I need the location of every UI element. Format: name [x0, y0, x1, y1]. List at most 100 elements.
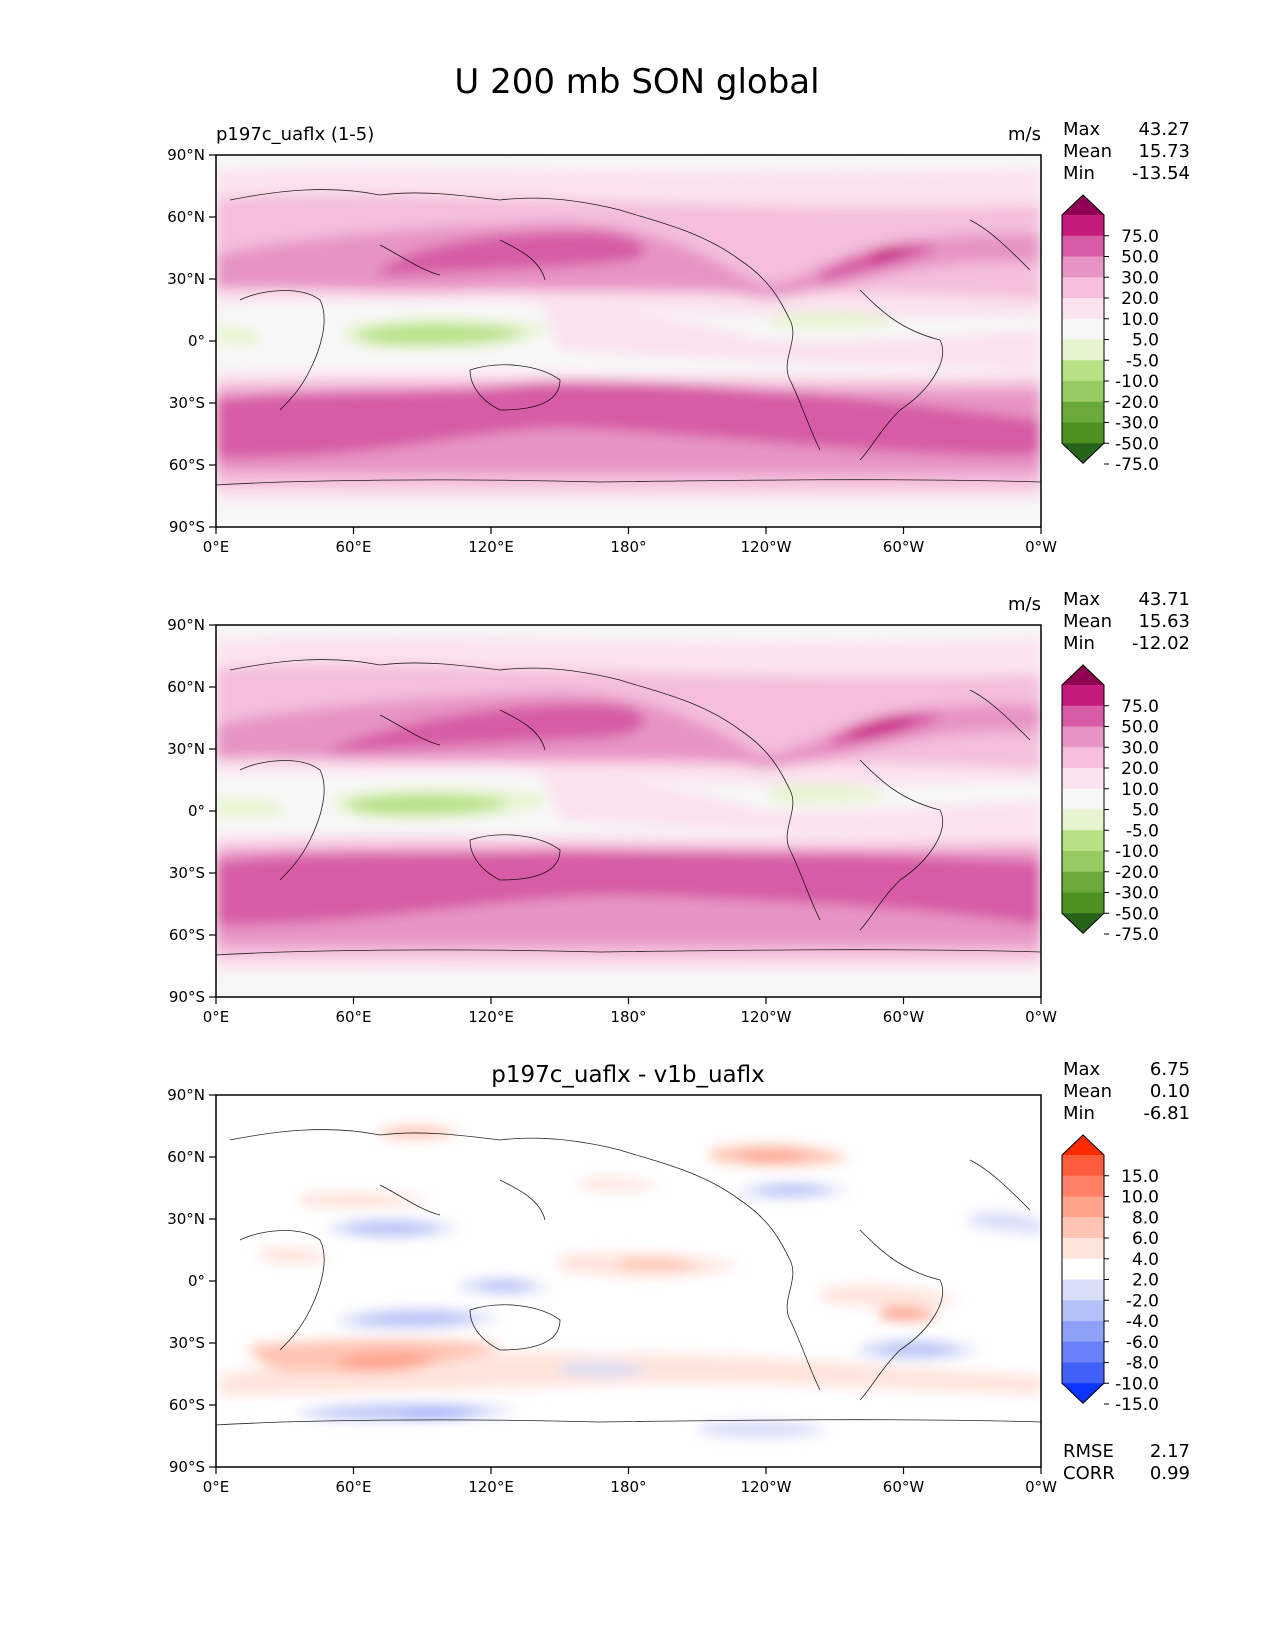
- stats-2: Max 43.71 Mean 15.63 Min -12.02: [1063, 589, 1190, 654]
- colorbar-label: -10.0: [1115, 372, 1159, 392]
- x-tick-label: 60°E: [335, 1008, 371, 1026]
- coastlines-2: [216, 659, 1041, 956]
- footer-stat-value: 0.99: [1150, 1463, 1190, 1484]
- panel-left-title-1: p197c_uaflx (1-5): [216, 124, 374, 145]
- colorbar-segment: [1062, 1341, 1104, 1363]
- stat-value: 43.27: [1138, 119, 1190, 140]
- units-label-1: m/s: [1008, 124, 1041, 145]
- colorbar-label: 30.0: [1121, 268, 1159, 288]
- x-axis-1: 0°E 60°E 120°E 180° 120°W 60°W 0°W: [203, 527, 1057, 556]
- colorbar-segment: [1062, 1155, 1104, 1177]
- map-field-1: [216, 155, 1041, 527]
- colorbar-segment: [1062, 705, 1104, 727]
- stat-label: Max: [1063, 589, 1101, 610]
- footer-stats-3: RMSE 2.17 CORR 0.99: [1063, 1441, 1190, 1484]
- colorbar-label: -30.0: [1115, 884, 1159, 904]
- colorbar-segment: [1062, 685, 1104, 707]
- x-tick-label: 0°W: [1025, 1478, 1057, 1496]
- colorbar-segment: [1062, 851, 1104, 873]
- footer-stat-value: 2.17: [1150, 1441, 1190, 1462]
- colorbar-segment: [1062, 1175, 1104, 1197]
- colorbar-label: -15.0: [1115, 1395, 1159, 1415]
- colorbar-segment: [1062, 1217, 1104, 1239]
- colorbar-label: 20.0: [1121, 759, 1159, 779]
- coastlines-1: [216, 189, 1041, 486]
- colorbar-segment: [1062, 1321, 1104, 1343]
- colorbar-segment: [1062, 277, 1104, 299]
- colorbar-label: -50.0: [1115, 434, 1159, 454]
- stat-value: 15.63: [1138, 611, 1190, 632]
- y-tick-label: 90°N: [167, 146, 205, 164]
- colorbar-label: -4.0: [1126, 1312, 1159, 1332]
- x-tick-label: 180°: [610, 1478, 646, 1496]
- colorbar-label: -2.0: [1126, 1291, 1159, 1311]
- colorbar-segment: [1062, 1238, 1104, 1260]
- colorbar-segment: [1062, 381, 1104, 403]
- colorbar-extend-bottom: [1062, 443, 1104, 464]
- colorbar-1: 75.050.030.020.010.05.0-5.0-10.0-20.0-30…: [1061, 194, 1159, 475]
- colorbar-segment: [1062, 1196, 1104, 1218]
- colorbar-extend-bottom: [1062, 913, 1104, 934]
- stat-label: Mean: [1063, 141, 1112, 162]
- footer-stat-label: RMSE: [1063, 1441, 1114, 1462]
- stat-value: 15.73: [1138, 141, 1190, 162]
- x-tick-label: 0°E: [203, 538, 230, 556]
- x-tick-label: 60°W: [883, 1008, 925, 1026]
- colorbar-label: -30.0: [1115, 414, 1159, 434]
- panel-1: p197c_uaflx (1-5) m/s 90°N 60°N 30°N 0° 30°S…: [167, 119, 1190, 556]
- stats-1: Max 43.27 Mean 15.73 Min -13.54: [1063, 119, 1190, 184]
- stat-label: Mean: [1063, 1081, 1112, 1102]
- colorbar-label: 75.0: [1121, 697, 1159, 717]
- x-tick-label: 180°: [610, 1008, 646, 1026]
- y-tick-label: 90°N: [167, 1086, 205, 1104]
- panel-2: m/s 90°N 60°N 30°N 0° 30°S 60°S 90°S 0°E 60°E 12…: [167, 589, 1190, 1026]
- stat-label: Max: [1063, 119, 1101, 140]
- colorbar-segment: [1062, 892, 1104, 914]
- x-tick-label: 60°E: [335, 538, 371, 556]
- colorbar-segment: [1062, 809, 1104, 831]
- colorbar-label: -75.0: [1115, 455, 1159, 475]
- colorbar-label: 10.0: [1121, 1188, 1159, 1208]
- colorbar-label: -5.0: [1126, 351, 1159, 371]
- colorbar-segment: [1062, 788, 1104, 810]
- colorbar-label: -50.0: [1115, 904, 1159, 924]
- colorbar-label: 2.0: [1132, 1271, 1159, 1291]
- y-tick-label: 60°N: [167, 208, 205, 226]
- colorbar-label: 8.0: [1132, 1208, 1159, 1228]
- colorbar-label: 10.0: [1121, 310, 1159, 330]
- colorbar-3: 15.010.08.06.04.02.0-2.0-4.0-6.0-8.0-10.…: [1061, 1134, 1159, 1415]
- colorbar-label: -5.0: [1126, 821, 1159, 841]
- y-axis-2: 90°N 60°N 30°N 0° 30°S 60°S 90°S: [167, 616, 216, 1006]
- colorbar-label: 30.0: [1121, 738, 1159, 758]
- x-tick-label: 120°E: [468, 1008, 514, 1026]
- colorbar-label: 5.0: [1132, 801, 1159, 821]
- y-tick-label: 30°S: [169, 864, 205, 882]
- colorbar-label: -20.0: [1115, 863, 1159, 883]
- colorbar-segment: [1062, 768, 1104, 790]
- colorbar-segment: [1062, 747, 1104, 769]
- map-field-3: [216, 1095, 1041, 1467]
- colorbar-segment: [1062, 1279, 1104, 1301]
- colorbar-label: 50.0: [1121, 718, 1159, 738]
- y-tick-label: 30°N: [167, 270, 205, 288]
- colorbar-label: -8.0: [1126, 1354, 1159, 1374]
- stat-value: -12.02: [1132, 633, 1190, 654]
- colorbar-segment: [1062, 215, 1104, 237]
- colorbar-label: 75.0: [1121, 227, 1159, 247]
- map-field-2: [216, 625, 1041, 997]
- colorbar-extend-top: [1062, 195, 1104, 215]
- stat-value: 0.10: [1150, 1081, 1190, 1102]
- colorbar-label: 15.0: [1121, 1167, 1159, 1187]
- colorbar-2: 75.050.030.020.010.05.0-5.0-10.0-20.0-30…: [1061, 664, 1159, 945]
- colorbar-label: -6.0: [1126, 1333, 1159, 1353]
- colorbar-segment: [1062, 1258, 1104, 1280]
- colorbar-segment: [1062, 360, 1104, 382]
- colorbar-segment: [1062, 256, 1104, 278]
- y-tick-label: 30°N: [167, 1210, 205, 1228]
- y-axis-3: 90°N 60°N 30°N 0° 30°S 60°S 90°S: [167, 1086, 216, 1476]
- y-tick-label: 90°N: [167, 616, 205, 634]
- stat-label: Min: [1063, 633, 1095, 654]
- colorbar-label: 50.0: [1121, 248, 1159, 268]
- y-tick-label: 0°: [188, 802, 205, 820]
- colorbar-extend-top: [1062, 665, 1104, 685]
